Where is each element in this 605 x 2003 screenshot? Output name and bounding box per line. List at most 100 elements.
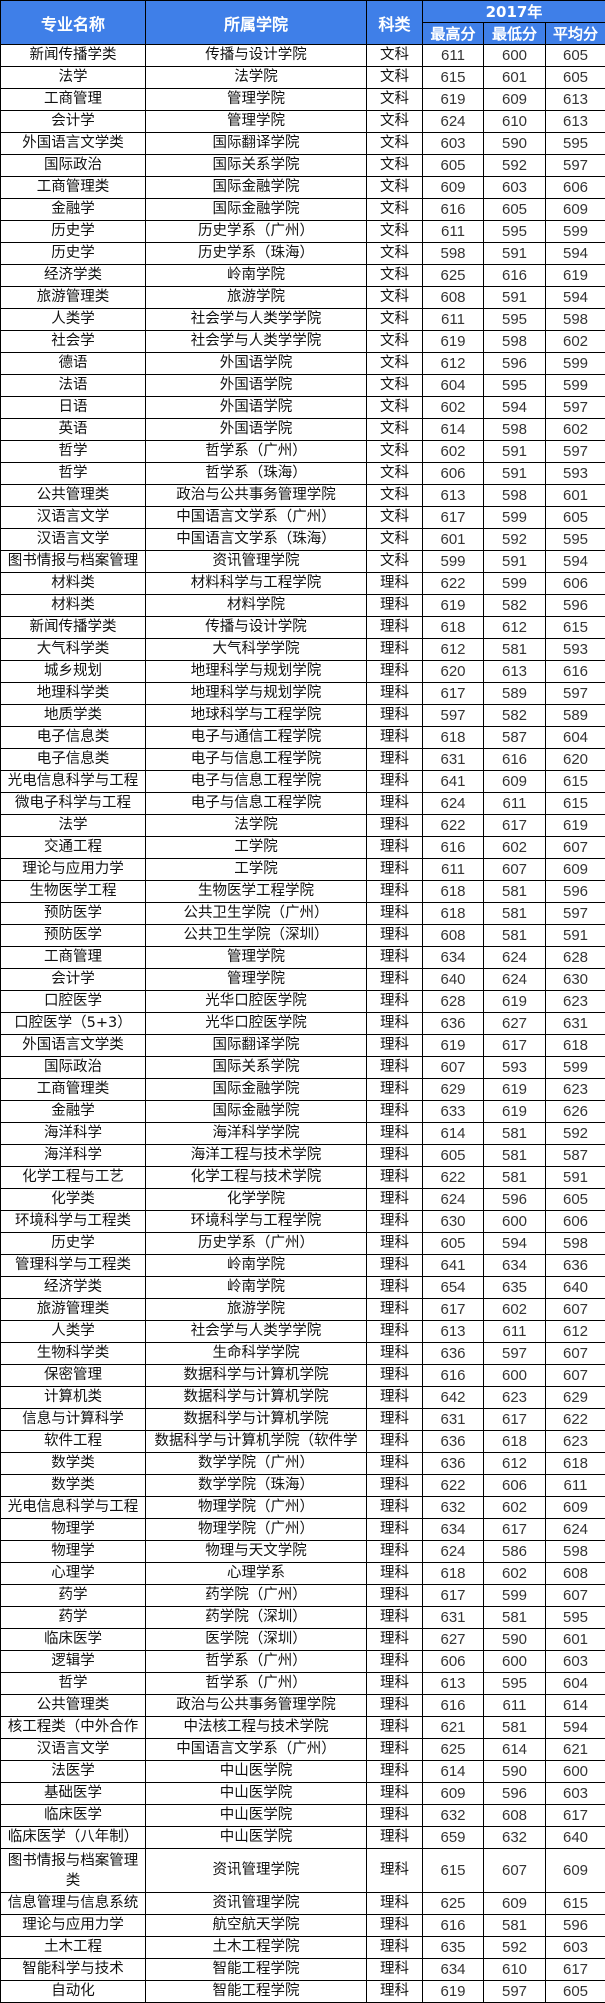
type-cell: 理科	[366, 638, 423, 661]
college-cell: 资讯管理学院	[145, 1892, 367, 1915]
college-cell: 外国语学院	[145, 352, 367, 375]
college-cell: 哲学系（广州）	[145, 440, 367, 463]
min-score-cell: 600	[483, 1650, 546, 1673]
avg-score-cell: 598	[545, 308, 605, 331]
table-row: 汉语言文学 中国语言文学系（广州） 理科 625 614 621	[0, 1738, 605, 1761]
header-max: 最高分	[422, 22, 484, 45]
table-row: 智能科学与技术 智能工程学院 理科 634 610 617	[0, 1958, 605, 1981]
table-row: 城乡规划 地理科学与规划学院 理科 620 613 616	[0, 660, 605, 683]
college-cell: 哲学系（广州）	[145, 1672, 367, 1695]
table-row: 逻辑学 哲学系（广州） 理科 606 600 603	[0, 1650, 605, 1673]
avg-score-cell: 623	[545, 1430, 605, 1453]
max-score-cell: 636	[422, 1342, 484, 1365]
major-cell: 预防医学	[0, 902, 146, 925]
type-cell: 理科	[366, 748, 423, 771]
table-row: 人类学 社会学与人类学学院 理科 613 611 612	[0, 1320, 605, 1343]
max-score-cell: 607	[422, 1056, 484, 1079]
avg-score-cell: 611	[545, 1474, 605, 1497]
header-avg: 平均分	[545, 22, 605, 45]
min-score-cell: 599	[483, 1584, 546, 1607]
type-cell: 理科	[366, 1056, 423, 1079]
avg-score-cell: 607	[545, 836, 605, 859]
min-score-cell: 596	[483, 1188, 546, 1211]
min-score-cell: 595	[483, 374, 546, 397]
college-cell: 岭南学院	[145, 1254, 367, 1277]
type-cell: 理科	[366, 1430, 423, 1453]
college-cell: 海洋工程与技术学院	[145, 1144, 367, 1167]
major-cell: 日语	[0, 396, 146, 419]
college-cell: 数据科学与计算机学院	[145, 1386, 367, 1409]
type-cell: 理科	[366, 1562, 423, 1585]
avg-score-cell: 592	[545, 1122, 605, 1145]
college-cell: 国际金融学院	[145, 198, 367, 221]
avg-score-cell: 609	[545, 1848, 605, 1893]
major-cell: 法学	[0, 66, 146, 89]
college-cell: 地理科学与规划学院	[145, 660, 367, 683]
table-row: 工商管理类 国际金融学院 理科 629 619 623	[0, 1078, 605, 1101]
type-cell: 理科	[366, 1958, 423, 1981]
max-score-cell: 632	[422, 1804, 484, 1827]
avg-score-cell: 599	[545, 374, 605, 397]
type-cell: 文科	[366, 66, 423, 89]
min-score-cell: 600	[483, 1364, 546, 1387]
type-cell: 理科	[366, 1078, 423, 1101]
table-row: 社会学 社会学与人类学学院 文科 619 598 602	[0, 330, 605, 353]
avg-score-cell: 613	[545, 110, 605, 133]
table-row: 化学类 化学学院 理科 624 596 605	[0, 1188, 605, 1211]
college-cell: 环境科学与工程学院	[145, 1210, 367, 1233]
avg-score-cell: 594	[545, 1716, 605, 1739]
college-cell: 公共卫生学院（深圳）	[145, 924, 367, 947]
type-cell: 文科	[366, 242, 423, 265]
major-cell: 工商管理	[0, 946, 146, 969]
max-score-cell: 631	[422, 1606, 484, 1629]
max-score-cell: 641	[422, 770, 484, 793]
college-cell: 中法核工程与技术学院	[145, 1716, 367, 1739]
major-cell: 地质学类	[0, 704, 146, 727]
min-score-cell: 582	[483, 594, 546, 617]
college-cell: 政治与公共事务管理学院	[145, 1694, 367, 1717]
college-cell: 社会学与人类学学院	[145, 330, 367, 353]
table-row: 心理学 心理学系 理科 618 602 608	[0, 1562, 605, 1585]
type-cell: 理科	[366, 1848, 423, 1893]
table-row: 图书情报与档案管理 资讯管理学院 文科 599 591 594	[0, 550, 605, 573]
min-score-cell: 599	[483, 572, 546, 595]
table-row: 基础医学 中山医学院 理科 609 596 603	[0, 1782, 605, 1805]
min-score-cell: 607	[483, 1848, 546, 1893]
table-row: 会计学 管理学院 文科 624 610 613	[0, 110, 605, 133]
college-cell: 国际翻译学院	[145, 1034, 367, 1057]
major-cell: 会计学	[0, 110, 146, 133]
avg-score-cell: 619	[545, 264, 605, 287]
college-cell: 法学院	[145, 66, 367, 89]
avg-score-cell: 640	[545, 1276, 605, 1299]
table-row: 自动化 智能工程学院 理科 619 597 605	[0, 1980, 605, 2003]
college-cell: 海洋科学学院	[145, 1122, 367, 1145]
table-row: 电子信息类 电子与通信工程学院 理科 618 587 604	[0, 726, 605, 749]
type-cell: 理科	[366, 1232, 423, 1255]
type-cell: 理科	[366, 1474, 423, 1497]
major-cell: 图书情报与档案管理	[0, 550, 146, 573]
major-cell: 心理学	[0, 1562, 146, 1585]
type-cell: 理科	[366, 1716, 423, 1739]
type-cell: 理科	[366, 726, 423, 749]
college-cell: 哲学系（珠海）	[145, 462, 367, 485]
major-cell: 城乡规划	[0, 660, 146, 683]
type-cell: 文科	[366, 110, 423, 133]
avg-score-cell: 596	[545, 1914, 605, 1937]
college-cell: 中国语言文学系（广州）	[145, 1738, 367, 1761]
type-cell: 理科	[366, 1452, 423, 1475]
table-body: 新闻传播学类 传播与设计学院 文科 611 600 605 法学 法学院 文科 615 601 605…	[0, 44, 605, 2003]
major-cell: 公共管理类	[0, 484, 146, 507]
college-cell: 材料科学与工程学院	[145, 572, 367, 595]
major-cell: 计算机类	[0, 1386, 146, 1409]
max-score-cell: 634	[422, 1958, 484, 1981]
max-score-cell: 604	[422, 374, 484, 397]
max-score-cell: 636	[422, 1012, 484, 1035]
max-score-cell: 659	[422, 1826, 484, 1849]
type-cell: 理科	[366, 660, 423, 683]
college-cell: 智能工程学院	[145, 1980, 367, 2003]
college-cell: 数据科学与计算机学院	[145, 1364, 367, 1387]
max-score-cell: 608	[422, 286, 484, 309]
max-score-cell: 640	[422, 968, 484, 991]
type-cell: 文科	[366, 418, 423, 441]
